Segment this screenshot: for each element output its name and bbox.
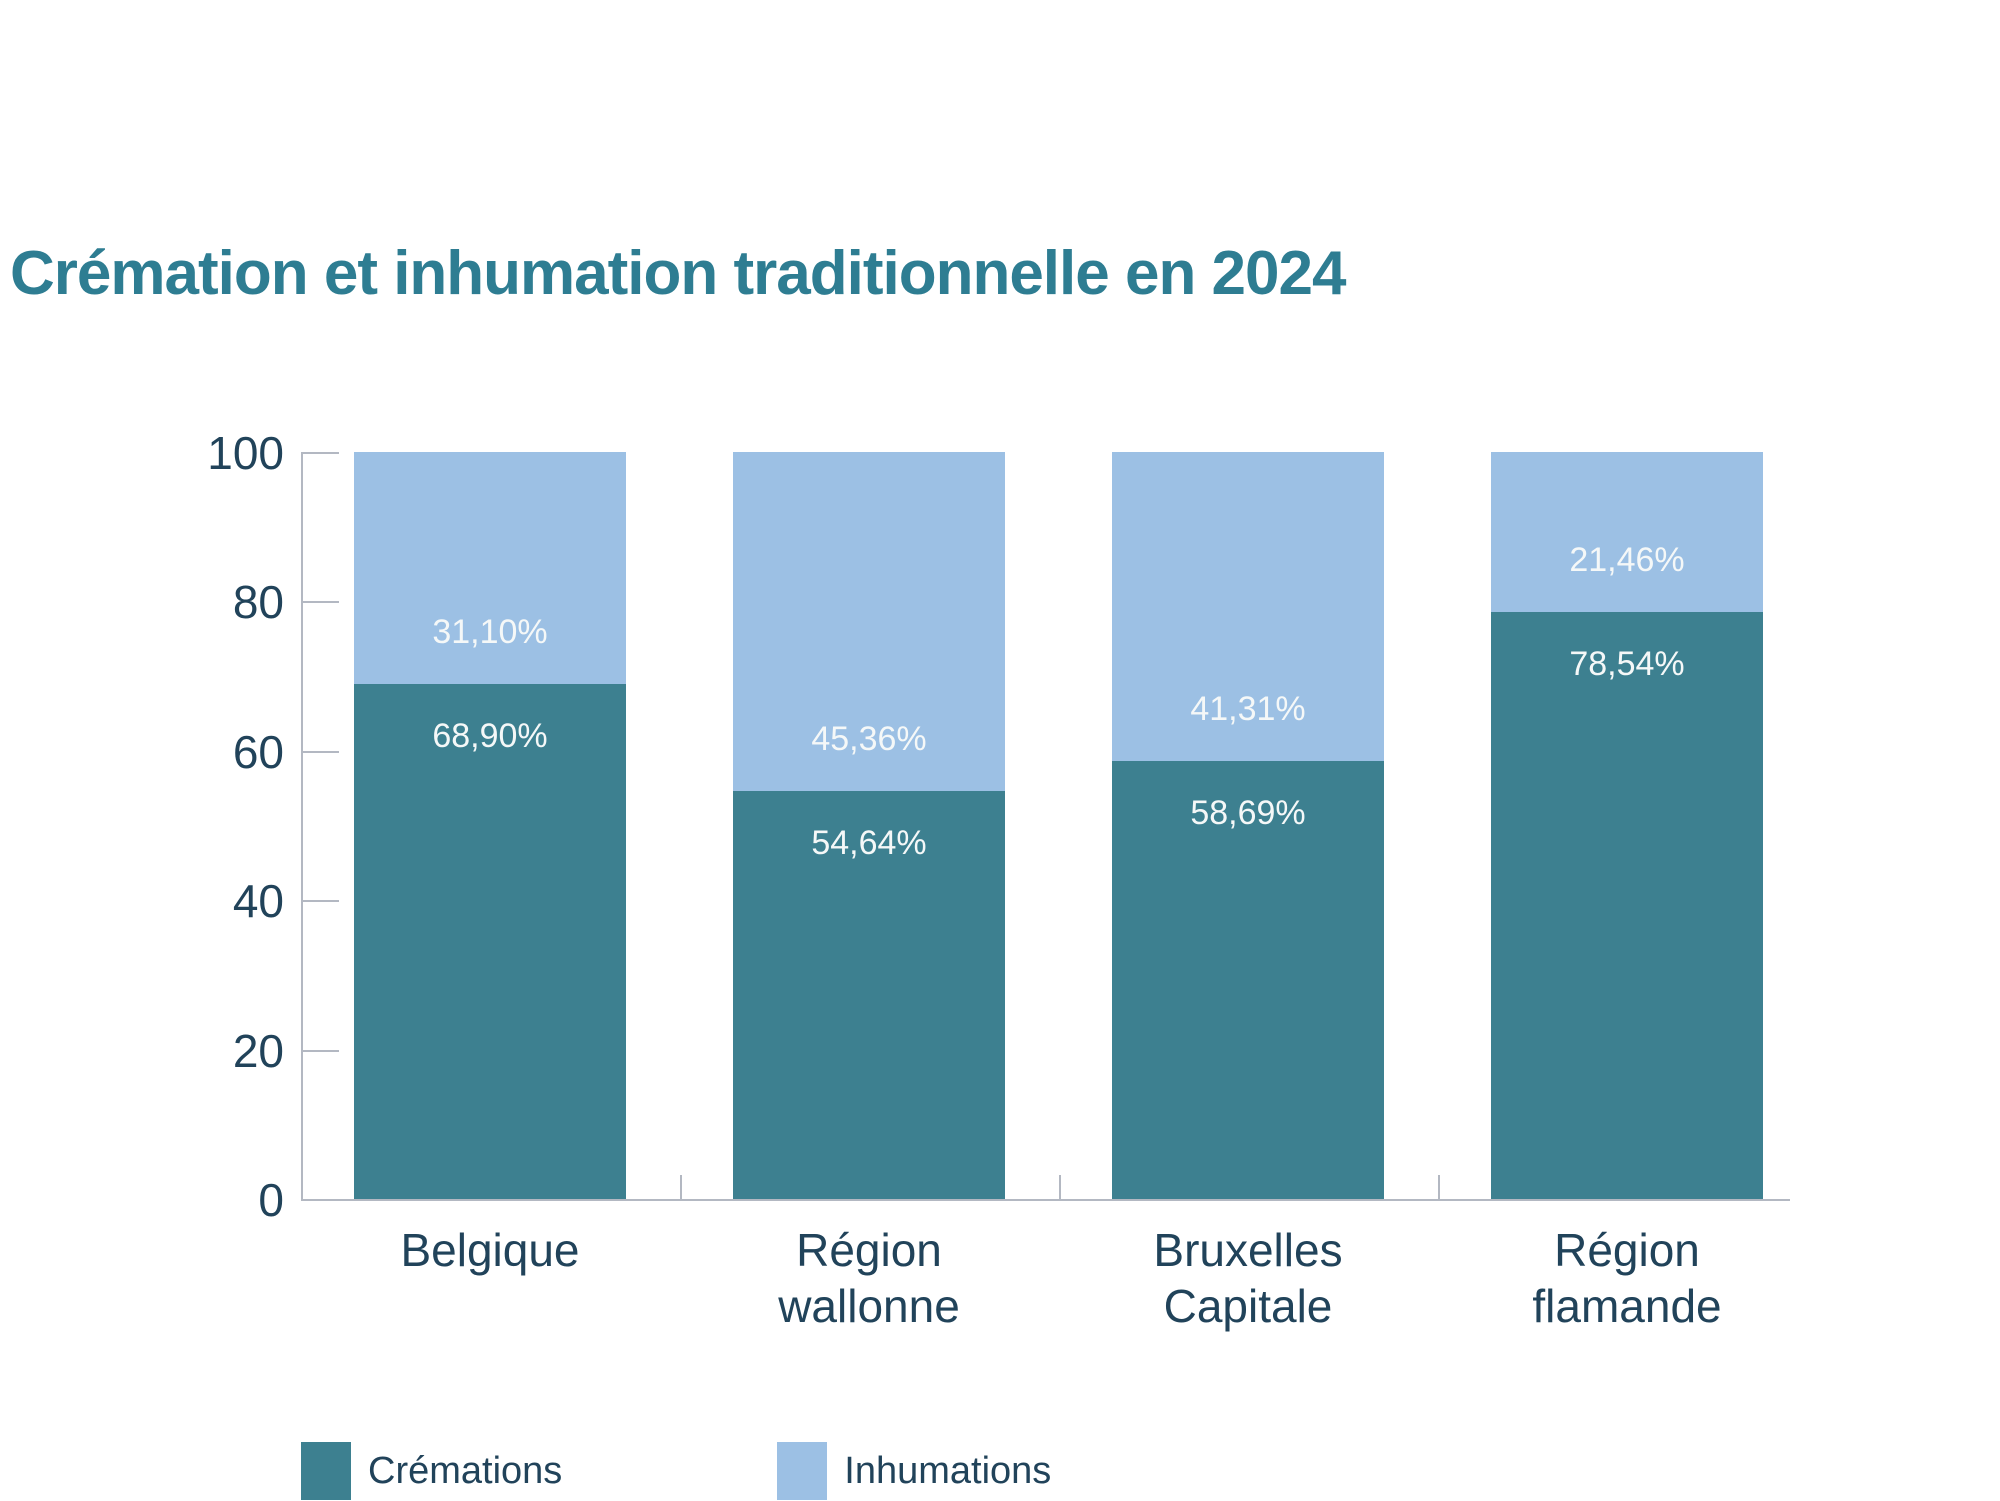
y-tick <box>301 900 339 903</box>
category-separator-tick <box>1058 1175 1061 1199</box>
bar-segment-inhumations <box>733 452 1005 791</box>
cremations-value-label: 78,54% <box>1569 645 1685 684</box>
legend-label-cremations: Crémations <box>368 1450 563 1492</box>
y-tick-label: 0 <box>258 1174 284 1226</box>
inhumations-value-label: 41,31% <box>1190 689 1306 728</box>
y-tick-label: 80 <box>232 576 284 629</box>
bar-segment-inhumations <box>1491 452 1763 613</box>
y-tick-label: 100 <box>207 427 284 479</box>
inhumations-value-label: 21,46% <box>1569 541 1685 580</box>
bar-segment-cremations <box>1491 612 1763 1199</box>
y-tick <box>301 1049 339 1052</box>
category-label: Région flamande <box>1532 1224 1722 1332</box>
inhumations-value-label: 31,10% <box>432 613 548 652</box>
y-tick <box>301 1199 339 1201</box>
inhumations-value-label: 45,36% <box>811 719 927 758</box>
bar-segment-cremations <box>354 684 626 1199</box>
y-tick-label: 20 <box>232 1024 284 1077</box>
category-label: Belgique <box>400 1224 580 1276</box>
category-separator-tick <box>679 1175 682 1199</box>
y-axis-line <box>301 452 303 1201</box>
legend-item-cremations: Crémations <box>301 1442 562 1500</box>
legend-label-inhumations: Inhumations <box>844 1450 1052 1492</box>
chart-title: Crémation et inhumation traditionnelle e… <box>10 239 1346 308</box>
cremations-swatch-icon <box>301 1442 351 1500</box>
cremations-value-label: 58,69% <box>1190 793 1306 832</box>
y-tick-label: 40 <box>232 875 284 928</box>
category-label: Région wallonne <box>778 1224 960 1332</box>
category-separator-tick <box>1437 1175 1440 1199</box>
y-tick-label: 60 <box>232 725 284 778</box>
bar-segment-cremations <box>733 790 1005 1199</box>
y-tick <box>301 452 339 454</box>
cremations-value-label: 68,90% <box>432 717 548 756</box>
legend-item-inhumations: Inhumations <box>777 1442 1051 1500</box>
category-label: Bruxelles Capitale <box>1153 1224 1343 1332</box>
y-tick <box>301 750 339 753</box>
legend: Crémations Inhumations <box>301 1442 1051 1500</box>
y-tick <box>301 601 339 604</box>
x-axis-line <box>301 1199 1790 1201</box>
bar-segment-inhumations <box>354 452 626 685</box>
bar-segment-inhumations <box>1112 452 1384 761</box>
bar-segment-cremations <box>1112 760 1384 1199</box>
inhumations-swatch-icon <box>777 1442 828 1500</box>
cremations-value-label: 54,64% <box>811 823 927 862</box>
